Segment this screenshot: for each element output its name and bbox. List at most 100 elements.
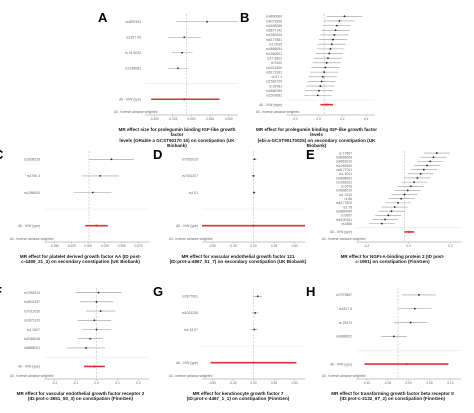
x-tick-label: 0.10 xyxy=(447,381,453,385)
x-tick-label: -0.025 xyxy=(168,117,177,121)
summary-label: All - IVW (ype) xyxy=(18,365,40,369)
x-tick-label: -0.025 xyxy=(67,244,76,248)
estimate-point xyxy=(329,47,332,50)
snp-label: rs 0076 xyxy=(341,185,352,189)
x-tick-label: 0.0 xyxy=(94,381,99,385)
x-tick-label: 0.050 xyxy=(225,117,233,121)
estimate-point xyxy=(325,61,328,64)
snp-label: rs4898902 xyxy=(336,176,352,180)
estimate-point xyxy=(390,210,393,213)
snp-label: rs 17867 xyxy=(339,151,352,155)
estimate-point xyxy=(429,160,432,163)
estimate-point xyxy=(413,307,416,310)
estimate-point xyxy=(85,347,87,349)
caption-line: (ID:prot-a-4867_51_7) on secondary const… xyxy=(169,259,307,265)
x-tick-label: 0.1 xyxy=(115,381,120,385)
x-tick-label: 0.25 xyxy=(271,381,277,385)
estimate-point xyxy=(413,181,416,184)
footer-label: All - Inverse variance weighted xyxy=(322,237,366,241)
caption-line: (ID:prot-c-3132_97_2) on constipation (F… xyxy=(339,396,446,402)
estimate-point xyxy=(91,191,94,194)
snp-label: rs6877142 xyxy=(266,29,282,33)
x-tick-label: -0.25 xyxy=(229,381,236,385)
estimate-point xyxy=(422,168,425,171)
estimate-point xyxy=(387,214,390,217)
x-tick-label: -0.2 xyxy=(364,244,370,248)
panel-f: Frs7952014 rs4803197 rs7012035 rs1871120 rs1… xyxy=(0,282,153,411)
caption-line: (ebi-a-GCST90170025) on secondary consti… xyxy=(257,137,376,149)
x-tick-label: 0.0 xyxy=(406,244,411,248)
x-tick-label: 0.2 xyxy=(136,381,141,385)
x-tick-label: -0.200 xyxy=(150,117,159,121)
estimate-point xyxy=(95,328,98,331)
footer-label: All - Inverse variance weighted xyxy=(10,374,54,378)
estimate-point xyxy=(323,71,326,74)
snp-label: rs2066018 xyxy=(24,337,40,341)
snp-label: rs8886011 xyxy=(24,346,40,350)
forest-plot-svg: rs7952010 rs7941207 rs1 01 All - IVW (ype) A… xyxy=(169,151,305,248)
x-tick-label: 0.05 xyxy=(426,381,432,385)
snp-label: rs7952014 xyxy=(24,291,40,295)
estimate-point xyxy=(338,20,341,22)
estimate-point xyxy=(89,337,92,340)
forest-plot-svg: rs7952014 rs4803197 rs7012035 rs1871120 rs1 … xyxy=(10,288,149,385)
footer-label: All - Inverse variance weighted xyxy=(169,237,213,241)
caption-line: MR effect for platelet derived growth fa… xyxy=(19,254,142,259)
estimate-point xyxy=(328,52,331,55)
panel-c: Crs2608219 rs1760 3 rs1088003 All - IVW (yp… xyxy=(0,145,153,274)
estimate-point xyxy=(110,158,113,161)
panel-letter: A xyxy=(98,10,108,25)
x-tick-label: 0.050 xyxy=(118,244,126,248)
x-tick-label: 0.50 xyxy=(292,381,298,385)
snp-label: rs 86 xyxy=(344,197,352,201)
x-tick-label: -0.1 xyxy=(73,381,79,385)
footer-label: All - Inverse variance weighted xyxy=(10,237,54,241)
x-tick-label: 0.2 xyxy=(340,117,345,121)
forest-plot-svg: rs7973857 rs1817 5 rs 29470 rs4888002 All - … xyxy=(322,288,461,385)
estimate-point xyxy=(327,57,329,60)
footer-label: All - Inverse variance weighted xyxy=(322,374,366,378)
snp-label: rs4 44 07 xyxy=(184,328,198,332)
snp-label: rs4866010 xyxy=(336,189,352,193)
footer-label: All - Inverse variance weighted xyxy=(169,374,213,378)
snp-label: rs 29470 xyxy=(339,321,352,325)
estimate-point xyxy=(380,222,383,225)
x-tick-label: 0.0 xyxy=(316,117,321,121)
snp-label: rs6173181 xyxy=(266,70,282,74)
panel-caption: MR effect for vascular endothelial growt… xyxy=(8,391,153,402)
snp-label: rs1817 5 xyxy=(339,307,352,311)
x-tick-label: 0.2 xyxy=(448,244,453,248)
x-tick-label: 0.000 xyxy=(188,117,196,121)
estimate-point xyxy=(177,67,179,70)
panel-caption: MR effect for keratinocyte growth factor… xyxy=(167,391,309,402)
snp-label: rs6177820 xyxy=(336,201,352,205)
caption-line: MR effect for transforming growth factor… xyxy=(331,391,454,396)
summary-estimate-point xyxy=(252,224,255,227)
estimate-point xyxy=(254,312,257,314)
x-tick-label: 0.00 xyxy=(405,381,411,385)
summary-label: All - IVW (ype) xyxy=(18,224,40,228)
estimate-point xyxy=(95,300,98,303)
summary-label: All - IVW (ype) xyxy=(330,362,352,366)
estimate-point xyxy=(99,310,102,312)
snp-label: rs1001206 xyxy=(182,311,198,315)
x-tick-label: 0.025 xyxy=(206,117,214,121)
forest-plot-svg: rs2877061 rs1001206 rs4 44 07 All - IVW (yp… xyxy=(169,288,305,385)
estimate-point xyxy=(418,294,420,296)
summary-label: All - IVW (ype) xyxy=(119,98,141,102)
summary-label: All - IVW (ype) xyxy=(176,224,198,228)
x-tick-label: 0.25 xyxy=(271,244,277,248)
caption-line: MR effect for prolegumin binding IGF-lik… xyxy=(256,127,377,138)
snp-label: rs6177011 xyxy=(336,168,352,172)
snp-label: rs 0067 xyxy=(341,214,352,218)
x-tick-label: 0.00 xyxy=(250,244,256,248)
summary-estimate-point xyxy=(252,361,255,364)
snp-label: rs4865094 xyxy=(266,47,282,51)
estimate-point xyxy=(324,66,327,69)
snp-label: rs1066311 xyxy=(336,180,352,184)
caption-line: (ID:prot-c-4467_1_1) on constipation (Fi… xyxy=(186,396,290,402)
snp-label: rs1 6011 xyxy=(339,172,352,176)
estimate-point xyxy=(393,206,396,208)
